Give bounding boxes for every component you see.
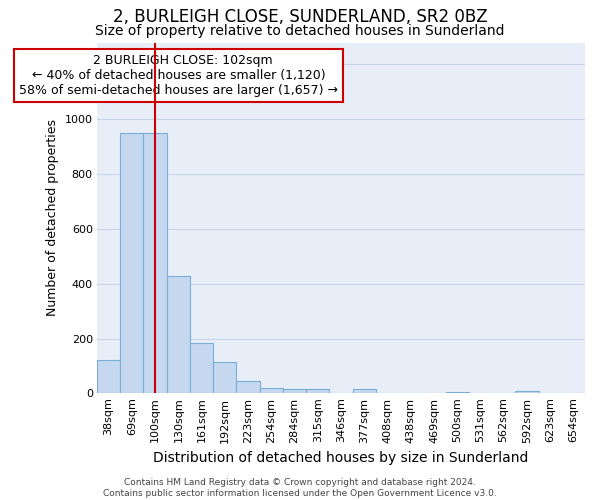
Y-axis label: Number of detached properties: Number of detached properties (46, 120, 59, 316)
Bar (446, 392, 469, 394)
Bar (97, 360, 120, 394)
Bar (515, 390, 539, 394)
Bar (120, 133, 143, 394)
X-axis label: Distribution of detached houses by size in Sunderland: Distribution of detached houses by size … (154, 451, 529, 465)
Text: Contains HM Land Registry data © Crown copyright and database right 2024.
Contai: Contains HM Land Registry data © Crown c… (103, 478, 497, 498)
Text: Size of property relative to detached houses in Sunderland: Size of property relative to detached ho… (95, 24, 505, 38)
Text: 2, BURLEIGH CLOSE, SUNDERLAND, SR2 0BZ: 2, BURLEIGH CLOSE, SUNDERLAND, SR2 0BZ (113, 8, 487, 26)
Bar (353, 390, 376, 394)
Bar (190, 342, 213, 394)
Bar (213, 362, 236, 394)
Bar (167, 276, 190, 394)
Text: 2 BURLEIGH CLOSE: 102sqm
← 40% of detached houses are smaller (1,120)
58% of sem: 2 BURLEIGH CLOSE: 102sqm ← 40% of detach… (19, 54, 338, 97)
Bar (306, 390, 329, 394)
Bar (283, 390, 306, 394)
Bar (260, 388, 283, 394)
Bar (143, 133, 167, 394)
Bar (236, 381, 260, 394)
